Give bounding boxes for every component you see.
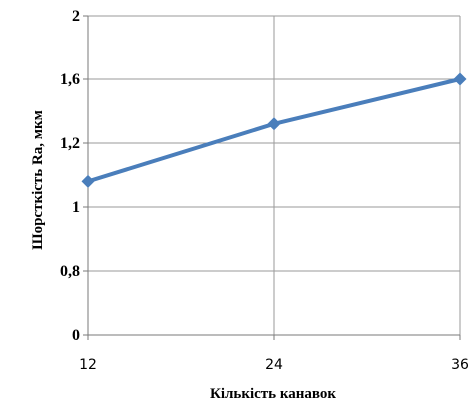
grid — [87, 15, 461, 336]
series-group — [81, 72, 467, 188]
data-point — [453, 72, 467, 86]
plot-frame — [83, 15, 461, 340]
y-tick-label: 2 — [72, 8, 80, 25]
y-tick-label: 0 — [72, 327, 80, 344]
x-axis-title: Кількість канавок — [210, 386, 336, 402]
x-axis-ticks: 12 24 36 — [79, 357, 469, 373]
y-axis-ticks: 0 0,8 1 1,2 1,6 2 — [60, 8, 80, 344]
data-point — [81, 174, 95, 188]
y-tick-label: 0,8 — [60, 263, 80, 280]
x-tick-label: 24 — [265, 357, 283, 373]
y-axis-title: Шорсткість Ra, мкм — [30, 110, 46, 250]
x-tick-label: 36 — [451, 357, 469, 373]
y-tick-label: 1,6 — [60, 71, 80, 88]
y-tick-label: 1 — [72, 199, 80, 216]
x-tick-label: 12 — [79, 357, 97, 373]
y-tick-label: 1,2 — [60, 135, 80, 152]
data-point — [267, 117, 281, 131]
